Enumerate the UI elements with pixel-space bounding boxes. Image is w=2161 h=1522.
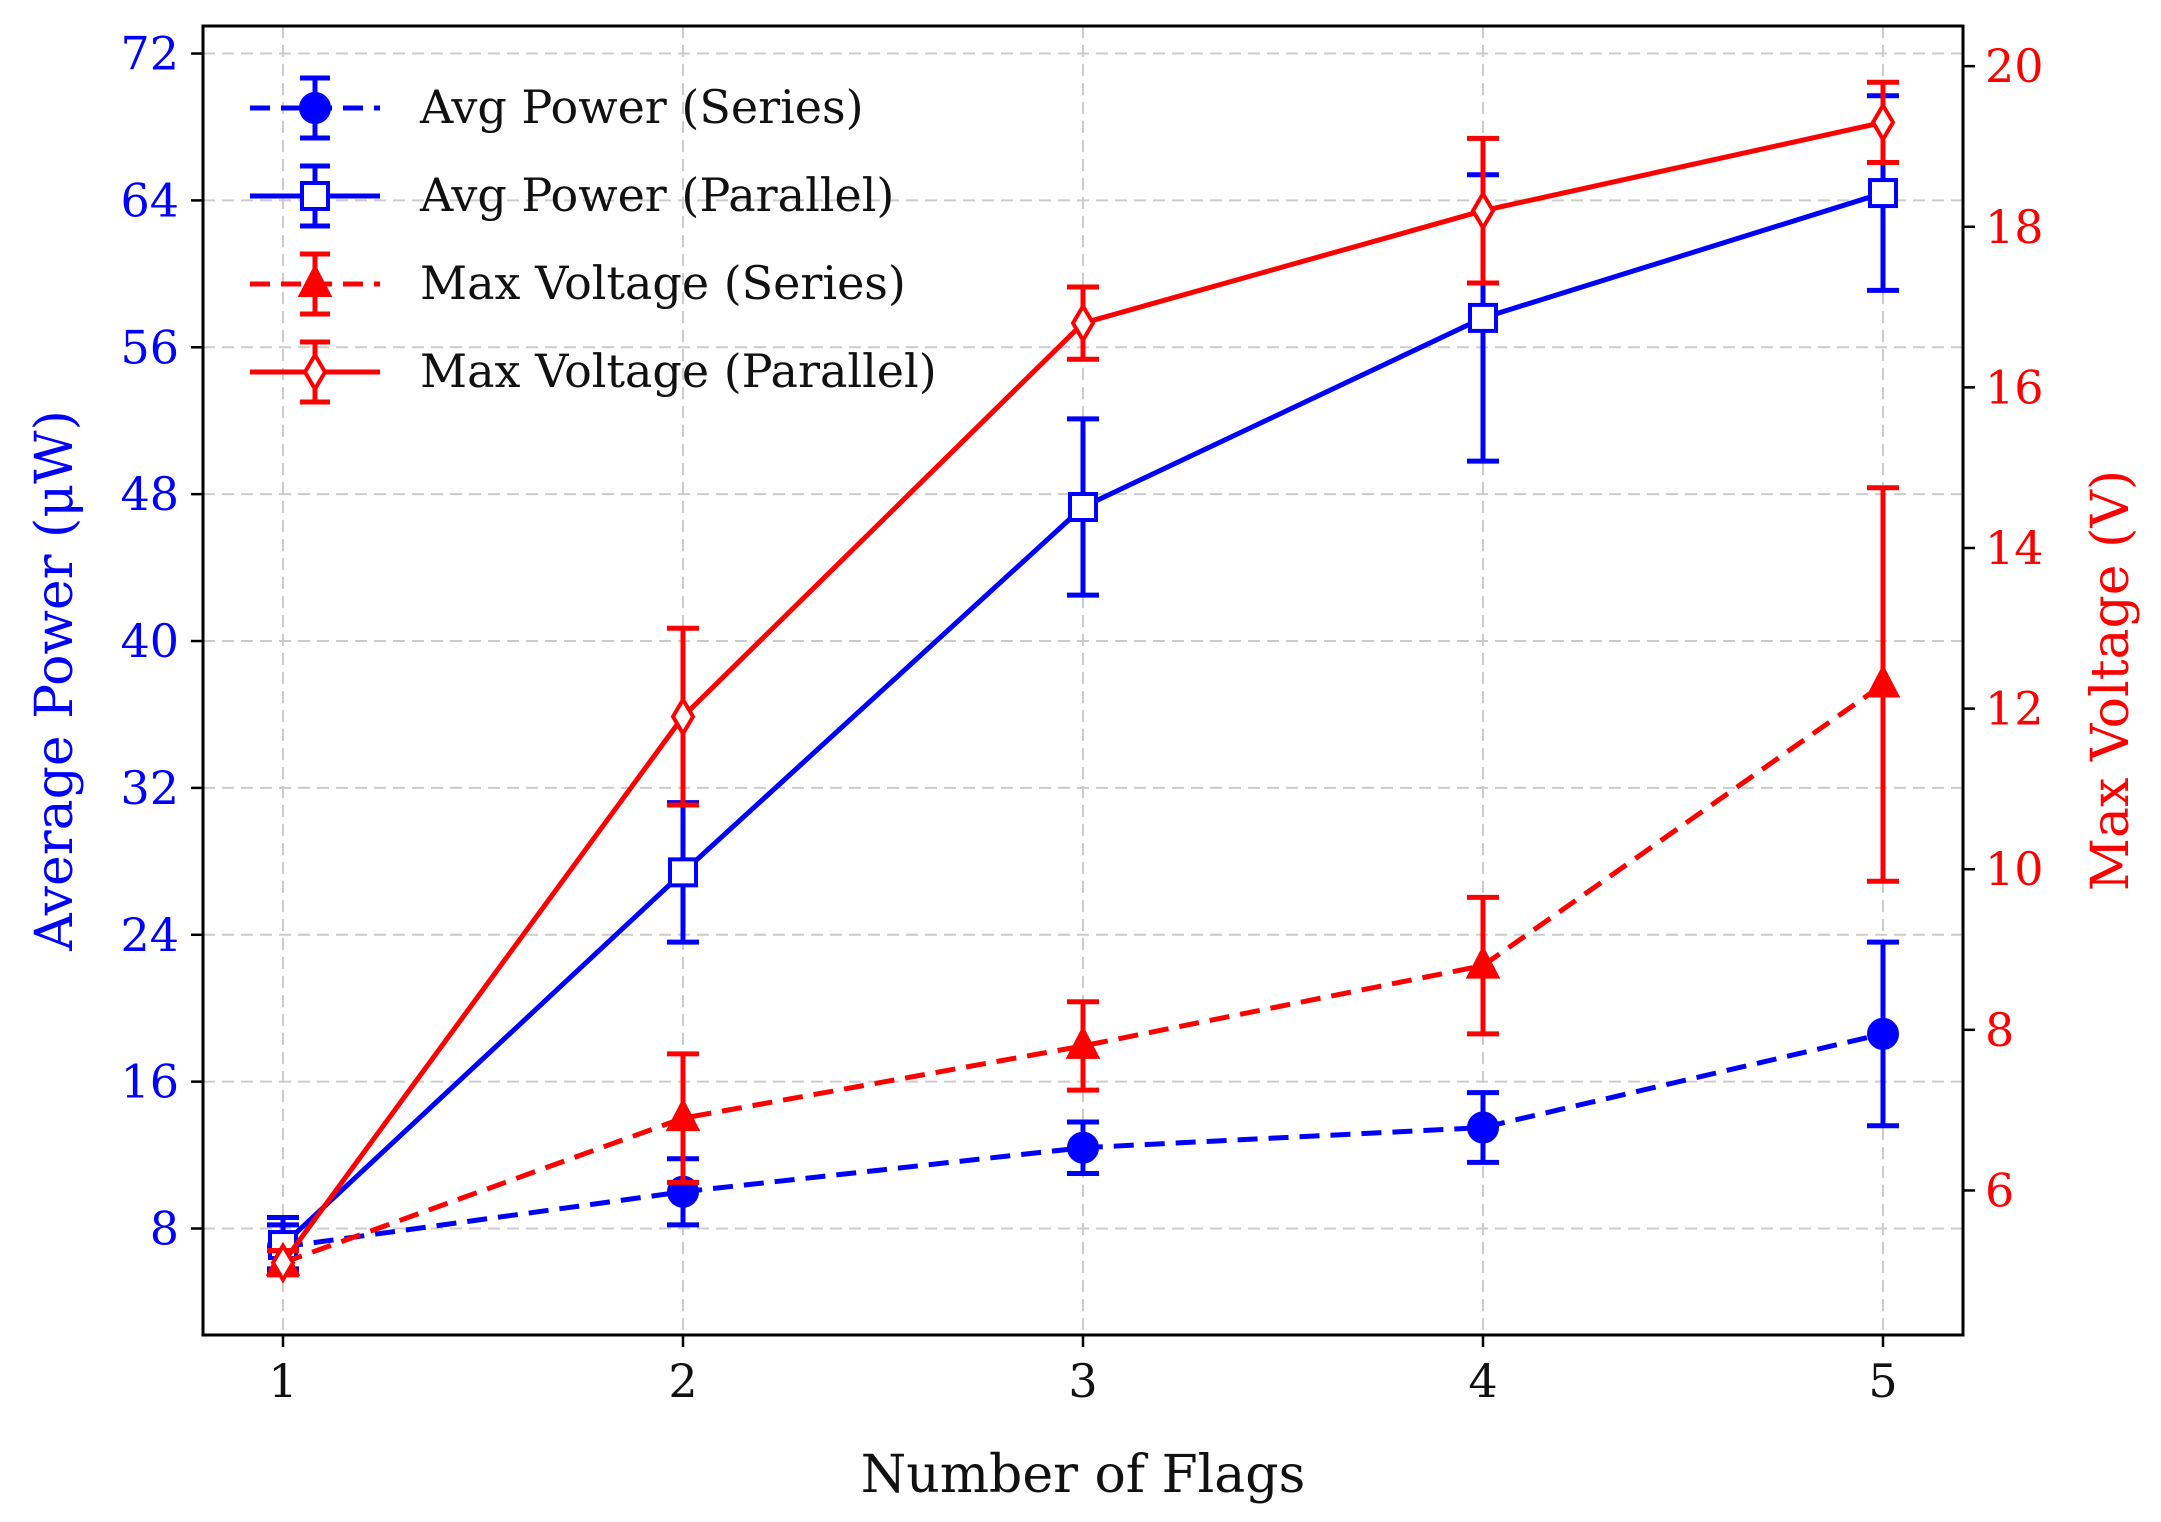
legend-marker bbox=[300, 181, 330, 211]
data-point bbox=[1465, 945, 1501, 979]
data-point bbox=[1065, 1025, 1101, 1059]
y-left-tick-label: 32 bbox=[120, 761, 179, 815]
legend-marker bbox=[302, 351, 328, 393]
data-point bbox=[1070, 302, 1096, 345]
y-right-tick-label: 20 bbox=[1985, 39, 2044, 93]
legend-label: Max Voltage (Parallel) bbox=[420, 344, 937, 398]
y-left-tick-label: 64 bbox=[120, 173, 179, 227]
y-left-tick-label: 8 bbox=[150, 1202, 179, 1256]
legend-label: Avg Power (Series) bbox=[419, 80, 864, 134]
y-right-tick-label: 12 bbox=[1985, 682, 2044, 736]
data-point bbox=[1068, 492, 1098, 523]
y-left-tick-label: 56 bbox=[120, 320, 179, 374]
legend-marker bbox=[299, 92, 331, 124]
series-max-voltage-parallel bbox=[267, 79, 1899, 1284]
x-tick-label: 4 bbox=[1468, 1354, 1497, 1408]
y-axis-left-label: Average Power (μW) bbox=[25, 410, 85, 952]
y-left-tick-label: 48 bbox=[120, 467, 179, 521]
y-right-tick-label: 6 bbox=[1985, 1163, 2014, 1217]
x-tick-label: 2 bbox=[668, 1354, 697, 1408]
data-point bbox=[1865, 664, 1901, 698]
series-layer bbox=[265, 79, 1901, 1284]
y-right-tick-label: 14 bbox=[1985, 521, 2044, 575]
legend-entry: Avg Power (Parallel) bbox=[250, 163, 894, 229]
legend-label: Max Voltage (Series) bbox=[420, 256, 906, 310]
data-point bbox=[1867, 1017, 1899, 1050]
series-line bbox=[282, 682, 1885, 1266]
y-right-tick-label: 18 bbox=[1985, 200, 2044, 254]
data-point bbox=[668, 857, 698, 888]
y-left-tick-label: 40 bbox=[120, 614, 179, 668]
x-tick-label: 1 bbox=[268, 1354, 297, 1408]
legend: Avg Power (Series) Avg Power (Parallel) Ma… bbox=[250, 75, 937, 405]
y-right-tick-label: 8 bbox=[1985, 1003, 2014, 1057]
data-point bbox=[665, 1097, 701, 1132]
legend-marker bbox=[297, 263, 333, 297]
x-tick-label: 5 bbox=[1868, 1354, 1897, 1408]
data-point bbox=[1467, 1111, 1499, 1144]
y-right-tick-label: 16 bbox=[1985, 360, 2044, 414]
y-right-tick-label: 10 bbox=[1985, 842, 2044, 896]
y-left-tick-label: 72 bbox=[120, 27, 179, 81]
data-point bbox=[1868, 178, 1898, 209]
data-point bbox=[670, 695, 696, 738]
legend-entry: Avg Power (Series) bbox=[250, 75, 864, 141]
legend-entry: Max Voltage (Parallel) bbox=[250, 339, 937, 405]
y-left-tick-label: 16 bbox=[120, 1055, 179, 1109]
legend-label: Avg Power (Parallel) bbox=[419, 168, 894, 222]
legend-entry: Max Voltage (Series) bbox=[250, 251, 906, 317]
y-axis-right-label: Max Voltage (V) bbox=[2081, 470, 2141, 891]
data-point bbox=[1470, 189, 1496, 232]
data-point bbox=[1468, 302, 1498, 333]
y-left-tick-label: 24 bbox=[120, 908, 179, 962]
x-axis-label: Number of Flags bbox=[861, 1445, 1306, 1505]
x-tick-label: 3 bbox=[1068, 1354, 1097, 1408]
data-point bbox=[270, 1241, 296, 1284]
series-avg-power-series bbox=[267, 939, 1899, 1272]
data-point bbox=[1870, 101, 1896, 144]
data-point bbox=[1067, 1131, 1099, 1164]
